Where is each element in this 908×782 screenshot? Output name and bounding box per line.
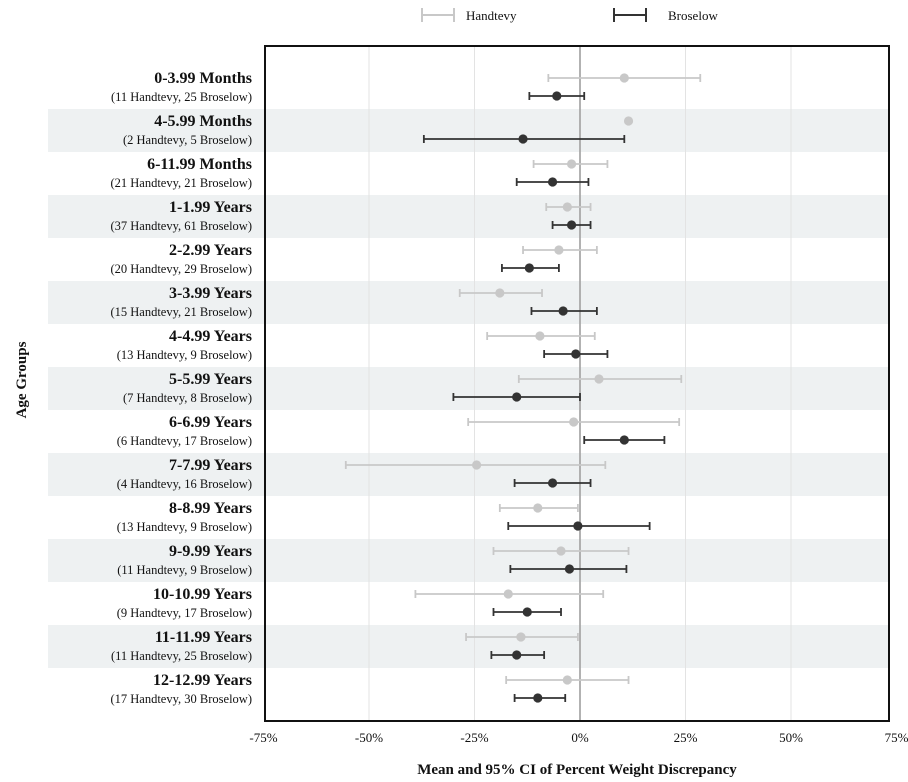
broselow-mean-point xyxy=(552,91,562,101)
group-label: 7-7.99 Years xyxy=(169,457,252,474)
x-tick-label: 75% xyxy=(885,730,908,745)
y-axis-title: Age Groups xyxy=(14,341,30,418)
group-label: 6-6.99 Years xyxy=(169,414,252,431)
group-label: 11-11.99 Years xyxy=(155,629,252,646)
group-counts: (17 Handtevy, 30 Broselow) xyxy=(110,692,252,706)
x-tick-label: 50% xyxy=(779,730,803,745)
handtevy-mean-point xyxy=(533,503,543,513)
row-band xyxy=(48,281,889,324)
legend-handtevy-icon xyxy=(421,8,455,22)
legend-broselow-icon xyxy=(613,8,647,22)
row-bands xyxy=(48,109,889,668)
group-counts: (15 Handtevy, 21 Broselow) xyxy=(110,305,252,319)
group-counts: (2 Handtevy, 5 Broselow) xyxy=(123,133,252,147)
broselow-mean-point xyxy=(564,564,575,574)
group-label: 4-4.99 Years xyxy=(169,328,252,345)
row-band xyxy=(48,625,889,668)
group-label: 6-11.99 Months xyxy=(147,156,252,173)
group-label: 0-3.99 Months xyxy=(154,70,252,87)
row-band xyxy=(48,109,889,152)
broselow-mean-point xyxy=(566,220,577,230)
row-band xyxy=(48,539,889,582)
group-counts: (11 Handtevy, 25 Broselow) xyxy=(111,90,252,104)
group-label: 2-2.99 Years xyxy=(169,242,252,259)
handtevy-mean-point xyxy=(472,460,482,470)
row-band xyxy=(48,195,889,238)
handtevy-mean-point xyxy=(503,589,513,599)
group-label: 8-8.99 Years xyxy=(169,500,252,517)
handtevy-mean-point xyxy=(619,73,629,83)
row-band xyxy=(48,367,889,410)
x-tick-label: -75% xyxy=(249,730,277,745)
legend-handtevy-label: Handtevy xyxy=(466,8,517,23)
broselow-mean-point xyxy=(573,521,583,531)
group-label: 9-9.99 Years xyxy=(169,543,252,560)
handtevy-mean-point xyxy=(554,245,564,255)
broselow-mean-point xyxy=(619,435,629,445)
handtevy-mean-point xyxy=(516,632,526,642)
handtevy-mean-point xyxy=(569,417,579,427)
handtevy-mean-point xyxy=(623,116,634,126)
group-counts: (9 Handtevy, 17 Broselow) xyxy=(117,606,252,620)
group-label: 4-5.99 Months xyxy=(154,113,252,130)
group-counts: (11 Handtevy, 9 Broselow) xyxy=(117,563,252,577)
x-tick-labels: -75% -50% -25% 0% 25% 50% 75% xyxy=(249,730,908,745)
broselow-mean-point xyxy=(518,134,528,144)
handtevy-mean-point xyxy=(495,288,505,298)
broselow-mean-point xyxy=(547,177,558,187)
x-axis-title: Mean and 95% CI of Percent Weight Discre… xyxy=(417,762,737,778)
handtevy-mean-point xyxy=(556,546,566,556)
group-counts: (7 Handtevy, 8 Broselow) xyxy=(123,391,252,405)
broselow-mean-point xyxy=(571,349,581,359)
group-labels: 0-3.99 Months (11 Handtevy, 25 Broselow) 4… xyxy=(110,70,252,706)
broselow-mean-point xyxy=(547,478,558,488)
broselow-mean-point xyxy=(512,392,522,402)
group-counts: (4 Handtevy, 16 Broselow) xyxy=(117,477,252,491)
x-tick-label: 0% xyxy=(571,730,589,745)
handtevy-mean-point xyxy=(562,675,572,685)
broselow-mean-point xyxy=(524,263,534,273)
x-tick-label: -50% xyxy=(355,730,383,745)
group-label: 1-1.99 Years xyxy=(169,199,252,216)
handtevy-mean-point xyxy=(535,331,545,341)
group-label: 10-10.99 Years xyxy=(153,586,252,603)
gridlines xyxy=(368,46,792,721)
group-counts: (6 Handtevy, 17 Broselow) xyxy=(117,434,252,448)
x-tick-label: 25% xyxy=(674,730,698,745)
group-label: 12-12.99 Years xyxy=(153,672,252,689)
group-counts: (13 Handtevy, 9 Broselow) xyxy=(117,348,252,362)
broselow-mean-point xyxy=(533,693,543,703)
handtevy-mean-point xyxy=(562,202,572,212)
group-counts: (11 Handtevy, 25 Broselow) xyxy=(111,649,252,663)
group-counts: (20 Handtevy, 29 Broselow) xyxy=(110,262,252,276)
legend-broselow-label: Broselow xyxy=(668,8,718,23)
group-counts: (37 Handtevy, 61 Broselow) xyxy=(110,219,252,233)
group-counts: (21 Handtevy, 21 Broselow) xyxy=(110,176,252,190)
group-counts: (13 Handtevy, 9 Broselow) xyxy=(117,520,252,534)
plot-frame xyxy=(264,45,890,722)
legend: Handtevy Broselow xyxy=(421,8,718,23)
row-band xyxy=(48,453,889,496)
broselow-mean-point xyxy=(512,650,522,660)
plot-marks xyxy=(344,73,702,703)
group-label: 3-3.99 Years xyxy=(169,285,252,302)
x-tick-label: -25% xyxy=(460,730,488,745)
group-label: 5-5.99 Years xyxy=(169,371,252,388)
broselow-mean-point xyxy=(522,607,532,617)
broselow-mean-point xyxy=(558,306,568,316)
handtevy-mean-point xyxy=(566,159,577,169)
handtevy-mean-point xyxy=(594,374,604,384)
